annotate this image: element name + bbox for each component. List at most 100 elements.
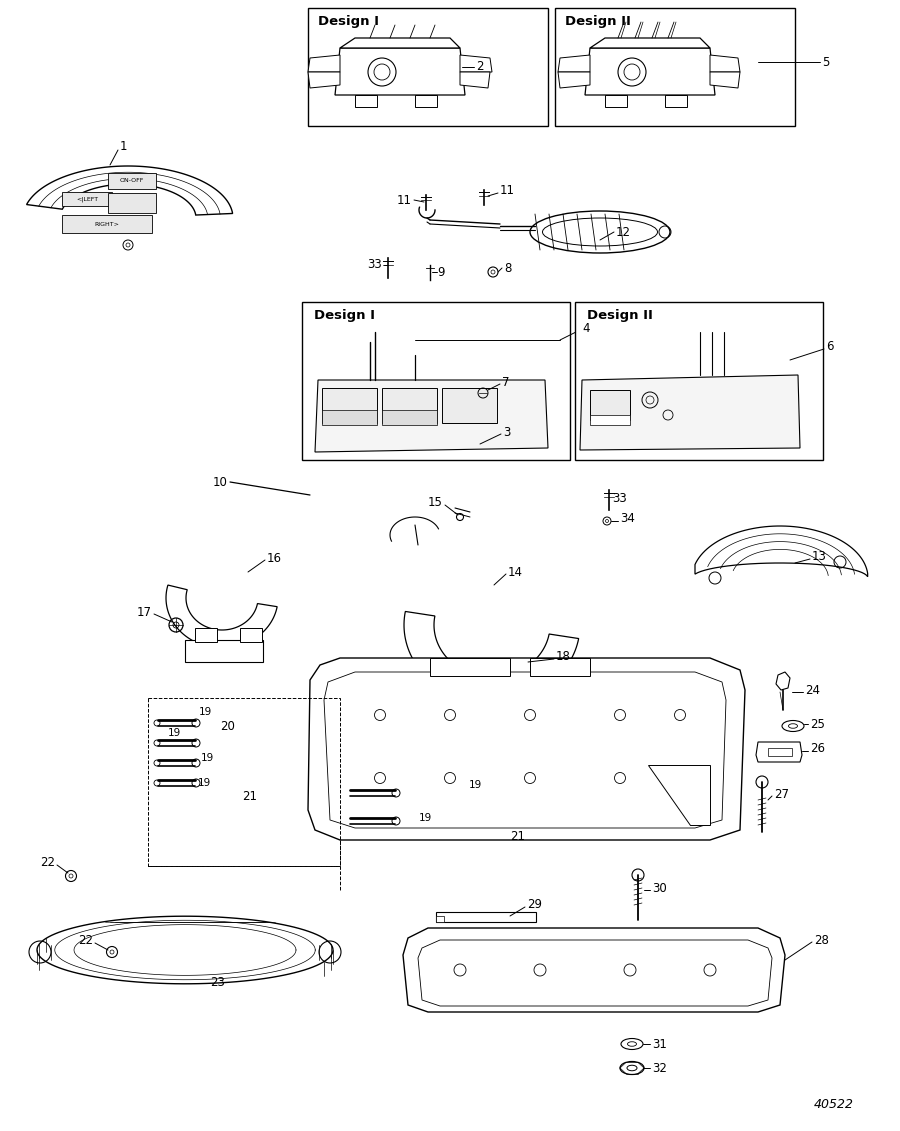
Bar: [590, 415, 630, 425]
Bar: [665, 95, 687, 107]
Text: 21: 21: [242, 791, 257, 803]
Bar: [575, 302, 823, 460]
Text: 10: 10: [213, 475, 228, 489]
Text: 20: 20: [220, 719, 235, 733]
Bar: [322, 388, 377, 423]
Text: 30: 30: [652, 881, 667, 895]
Polygon shape: [166, 585, 277, 648]
Text: 8: 8: [504, 261, 511, 275]
Bar: [355, 95, 377, 107]
Polygon shape: [460, 55, 492, 72]
Text: Design I: Design I: [314, 310, 375, 322]
Text: 34: 34: [620, 511, 634, 525]
Polygon shape: [558, 72, 590, 88]
Polygon shape: [648, 765, 710, 824]
Text: Design I: Design I: [318, 16, 379, 28]
Text: Design II: Design II: [587, 310, 652, 322]
Text: 13: 13: [812, 551, 827, 563]
Bar: [185, 640, 263, 662]
Text: 26: 26: [810, 742, 825, 756]
Text: 9: 9: [437, 266, 445, 278]
Polygon shape: [308, 658, 745, 840]
Text: 22: 22: [40, 855, 55, 869]
Text: 19: 19: [469, 780, 482, 789]
Bar: [436, 916, 444, 922]
Bar: [436, 912, 536, 922]
Bar: [430, 658, 510, 676]
Text: 27: 27: [774, 787, 789, 801]
Text: 15: 15: [428, 497, 443, 509]
Text: 4: 4: [582, 321, 590, 335]
Text: 11: 11: [397, 193, 412, 207]
Bar: [382, 388, 437, 423]
Bar: [530, 658, 590, 676]
Polygon shape: [580, 375, 800, 450]
Polygon shape: [27, 166, 232, 215]
Polygon shape: [324, 672, 726, 828]
Text: 14: 14: [508, 566, 523, 578]
Text: 3: 3: [503, 425, 510, 439]
Text: 24: 24: [805, 683, 820, 697]
Bar: [440, 698, 548, 723]
Bar: [590, 390, 630, 420]
Bar: [148, 698, 340, 866]
Text: 33: 33: [612, 492, 626, 504]
Text: 29: 29: [527, 898, 542, 912]
Text: ON-OFF: ON-OFF: [120, 179, 144, 183]
Polygon shape: [590, 38, 710, 48]
Polygon shape: [315, 380, 548, 452]
Text: 33: 33: [367, 259, 382, 271]
Polygon shape: [776, 672, 790, 690]
Polygon shape: [710, 72, 740, 88]
Text: 5: 5: [822, 55, 830, 69]
Text: 19: 19: [167, 728, 181, 739]
Text: 19: 19: [199, 707, 212, 717]
Polygon shape: [37, 916, 333, 984]
Text: 18: 18: [556, 650, 571, 664]
Bar: [302, 302, 570, 460]
Bar: [382, 411, 437, 425]
Polygon shape: [695, 526, 868, 577]
Text: 22: 22: [78, 933, 93, 947]
Polygon shape: [558, 55, 590, 72]
Polygon shape: [308, 72, 340, 88]
Polygon shape: [404, 612, 579, 703]
Polygon shape: [460, 72, 490, 88]
Bar: [108, 173, 156, 189]
Bar: [555, 8, 795, 126]
Bar: [308, 8, 548, 126]
Text: 1: 1: [120, 140, 128, 154]
Text: 17: 17: [137, 605, 152, 619]
Text: 25: 25: [810, 717, 825, 731]
Text: <|LEFT: <|LEFT: [76, 197, 98, 201]
Polygon shape: [418, 940, 772, 1005]
Polygon shape: [340, 38, 460, 48]
Bar: [195, 628, 217, 642]
Polygon shape: [403, 929, 785, 1012]
Text: 6: 6: [826, 340, 833, 354]
Polygon shape: [710, 55, 740, 72]
Polygon shape: [335, 48, 465, 95]
Bar: [322, 411, 377, 425]
Polygon shape: [756, 742, 802, 762]
Text: 7: 7: [502, 375, 509, 389]
Text: Design II: Design II: [565, 16, 631, 28]
Bar: [442, 388, 497, 423]
Text: 19: 19: [198, 778, 211, 788]
Text: 2: 2: [476, 60, 483, 74]
Text: 40522: 40522: [814, 1098, 854, 1112]
Bar: [415, 95, 437, 107]
Text: 19: 19: [201, 753, 214, 763]
Text: 11: 11: [500, 183, 515, 197]
Text: 16: 16: [267, 552, 282, 564]
Text: 19: 19: [418, 813, 432, 823]
Text: 32: 32: [652, 1062, 667, 1074]
Bar: [605, 95, 627, 107]
Text: 31: 31: [652, 1037, 667, 1051]
Polygon shape: [585, 48, 715, 95]
Text: 28: 28: [814, 933, 829, 947]
Bar: [62, 192, 112, 206]
Bar: [108, 193, 156, 213]
Text: RIGHT>: RIGHT>: [94, 222, 120, 226]
Bar: [768, 748, 792, 756]
